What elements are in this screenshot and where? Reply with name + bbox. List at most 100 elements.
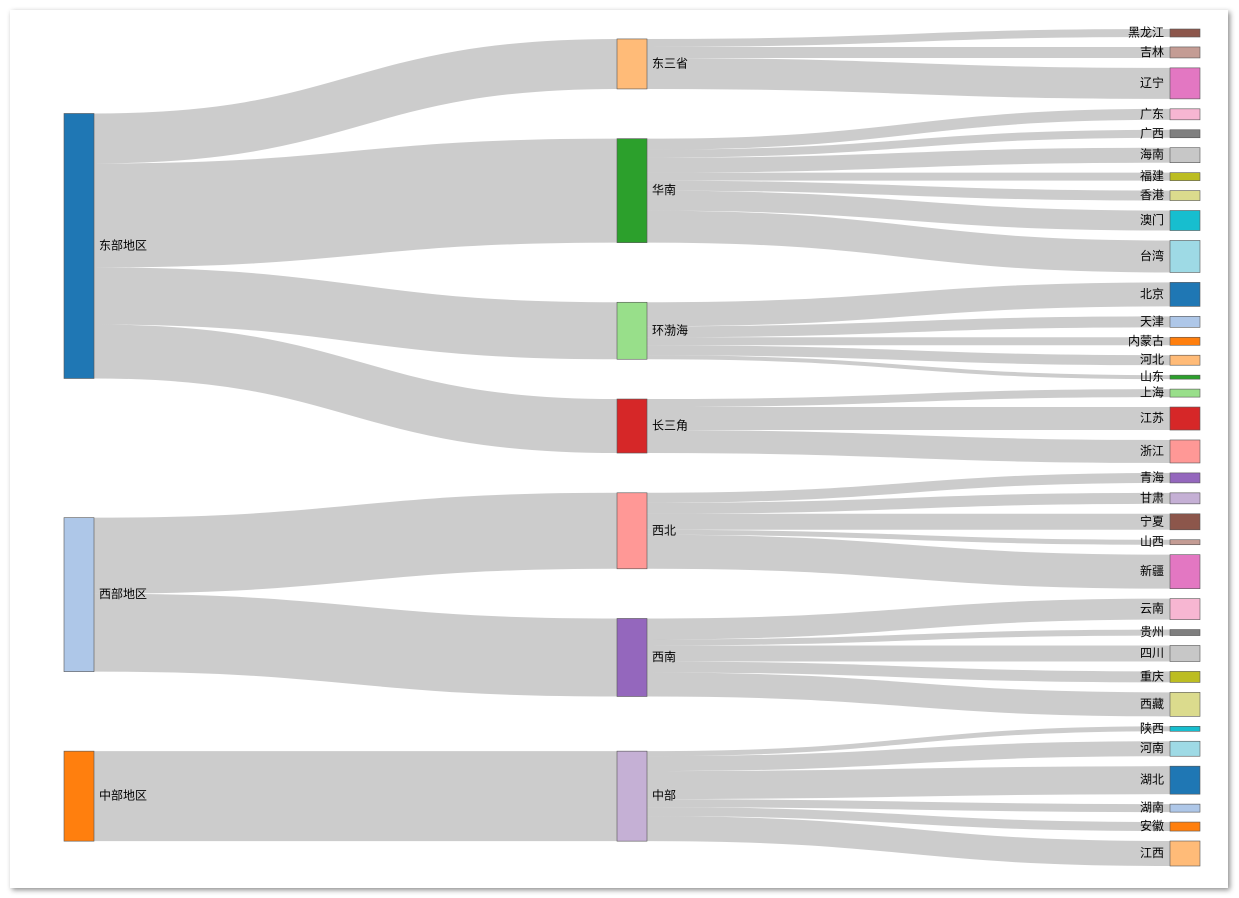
node-label: 西藏 <box>1140 697 1164 711</box>
node-label: 山东 <box>1140 370 1164 384</box>
link <box>646 57 1171 99</box>
link <box>646 598 1171 640</box>
node-label: 甘肃 <box>1140 491 1164 505</box>
node-label: 河北 <box>1140 353 1164 367</box>
node-label: 中部地区 <box>99 788 147 803</box>
node <box>1169 336 1201 346</box>
link <box>646 766 1171 800</box>
node <box>1169 492 1201 505</box>
node-label: 云南 <box>1140 601 1164 616</box>
links <box>93 29 1171 866</box>
node-label: 青海 <box>1140 469 1164 484</box>
node <box>1169 539 1201 546</box>
node <box>1169 439 1201 464</box>
node-label: 台湾 <box>1140 248 1164 263</box>
node <box>1169 803 1201 813</box>
node-label: 浙江 <box>1140 444 1164 458</box>
node-label: 江西 <box>1140 846 1164 860</box>
link <box>93 38 618 164</box>
node <box>1169 147 1201 163</box>
link <box>646 129 1171 158</box>
node <box>1169 190 1201 201</box>
node <box>616 492 648 570</box>
node <box>616 138 648 243</box>
node-label: 香港 <box>1140 188 1164 202</box>
link <box>646 629 1171 646</box>
node <box>63 750 95 842</box>
link <box>646 180 1171 201</box>
node-label: 西北 <box>652 523 676 537</box>
link <box>646 345 1171 366</box>
node-label: 江苏 <box>1140 411 1164 425</box>
node <box>1169 316 1201 328</box>
node <box>1169 598 1201 620</box>
node-label: 黑龙江 <box>1128 26 1164 40</box>
node-label: 北京 <box>1140 287 1164 301</box>
node-label: 宁夏 <box>1140 513 1164 528</box>
node-label: 重庆 <box>1140 669 1164 683</box>
link <box>93 492 618 594</box>
link <box>646 355 1171 380</box>
node <box>616 618 648 697</box>
link <box>93 324 618 454</box>
link <box>93 138 618 268</box>
node <box>1169 726 1201 732</box>
node-label: 四川 <box>1140 646 1164 660</box>
link <box>646 190 1171 231</box>
node <box>1169 67 1201 100</box>
link <box>646 534 1171 589</box>
link <box>646 472 1171 503</box>
node <box>63 113 95 379</box>
node-label: 吉林 <box>1140 45 1164 59</box>
node <box>1169 354 1201 366</box>
node-label: 陕西 <box>1140 720 1164 735</box>
node <box>1169 692 1201 717</box>
node <box>1169 821 1201 832</box>
node-label: 山西 <box>1140 535 1164 549</box>
node <box>1169 46 1201 59</box>
link <box>646 672 1171 717</box>
link <box>646 282 1171 327</box>
node <box>1169 108 1201 121</box>
node <box>1169 240 1201 273</box>
node-label: 新疆 <box>1140 563 1164 578</box>
link <box>646 661 1171 683</box>
node-label: 辽宁 <box>1140 75 1164 90</box>
node-label: 长三角 <box>652 419 688 433</box>
node <box>63 517 95 672</box>
node-label: 广西 <box>1140 126 1164 140</box>
link <box>646 529 1171 545</box>
node-label: 河南 <box>1140 740 1164 755</box>
link <box>646 430 1171 463</box>
link <box>646 210 1171 273</box>
node <box>1169 645 1201 662</box>
node-label: 湖南 <box>1140 800 1164 815</box>
node-label: 华南 <box>652 182 676 197</box>
node <box>1169 388 1201 398</box>
node <box>1169 740 1201 757</box>
node <box>1169 282 1201 307</box>
link <box>646 807 1171 832</box>
node-label: 安徽 <box>1140 818 1164 833</box>
link <box>646 316 1171 338</box>
node <box>1169 472 1201 484</box>
node <box>1169 172 1201 181</box>
node <box>1169 129 1201 139</box>
node <box>616 38 648 90</box>
node <box>1169 765 1201 795</box>
node-label: 上海 <box>1140 385 1164 400</box>
node-label: 福建 <box>1140 168 1164 183</box>
node <box>1169 210 1201 231</box>
node <box>1169 671 1201 683</box>
node <box>1169 840 1201 867</box>
link <box>646 726 1171 757</box>
node <box>1169 28 1201 38</box>
link <box>93 267 618 360</box>
node <box>616 398 648 454</box>
link <box>646 29 1171 47</box>
node-label: 广东 <box>1140 107 1164 121</box>
node <box>616 750 648 842</box>
node-label: 西南 <box>652 649 676 664</box>
